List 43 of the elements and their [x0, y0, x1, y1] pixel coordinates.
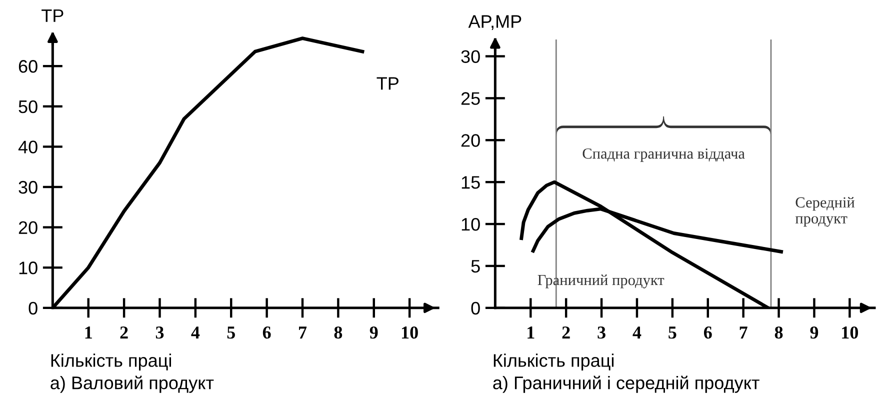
y-axis-title: TP [42, 9, 64, 22]
x-tick-label: 5 [668, 326, 676, 339]
x-tick-label: 7 [740, 326, 748, 338]
y-tick-label: 5 [471, 260, 480, 273]
x-tick-label: 3 [598, 326, 606, 339]
x-tick-label: 9 [810, 326, 818, 339]
x-tick-label: 5 [227, 326, 235, 339]
x-tick-label: 4 [191, 326, 200, 338]
x-axis-title: Кількість праці [494, 354, 614, 370]
annotation: Спадна гранична віддача [582, 148, 745, 162]
y-tick-label: 20 [18, 221, 38, 234]
x-tick-label: 1 [528, 326, 534, 338]
x-axis-title: Кількість праці [51, 354, 171, 370]
y-tick-label: 40 [18, 140, 38, 154]
y-tick-label: 30 [18, 180, 38, 194]
x-tick-label: 6 [704, 326, 712, 339]
x-tick-label: 2 [562, 326, 570, 338]
text: а) Валовий продукт [50, 376, 214, 393]
x-tick-label: 6 [262, 326, 271, 339]
y-tick-label: 20 [461, 134, 480, 147]
y-tick-label: 15 [462, 176, 480, 189]
x-tick-label: 8 [334, 326, 342, 339]
y-tick-label: 0 [471, 302, 480, 315]
x-tick-label: 10 [402, 326, 418, 339]
x-tick-label: 10 [842, 326, 858, 339]
series-label: TP [376, 77, 398, 90]
x-tick-label: 8 [774, 326, 783, 339]
series-label: Середній продукт [795, 196, 855, 227]
y-axis-title: AP,MP [468, 15, 522, 30]
x-tick-label: 1 [85, 326, 92, 338]
x-tick-label: 3 [156, 326, 164, 339]
y-tick-label: 25 [461, 92, 480, 105]
y-tick-label: 50 [18, 100, 38, 114]
y-tick-label: 30 [461, 50, 480, 63]
y-tick-label: 10 [19, 262, 38, 274]
x-tick-label: 9 [370, 326, 378, 339]
x-tick-label: 2 [120, 326, 128, 338]
x-tick-label: 7 [299, 326, 307, 338]
text: а) Граничний і середній продукт [493, 376, 760, 393]
y-tick-label: 10 [462, 218, 480, 231]
y-tick-label: 0 [28, 302, 38, 315]
y-tick-label: 60 [18, 60, 38, 73]
x-tick-label: 4 [632, 326, 642, 338]
